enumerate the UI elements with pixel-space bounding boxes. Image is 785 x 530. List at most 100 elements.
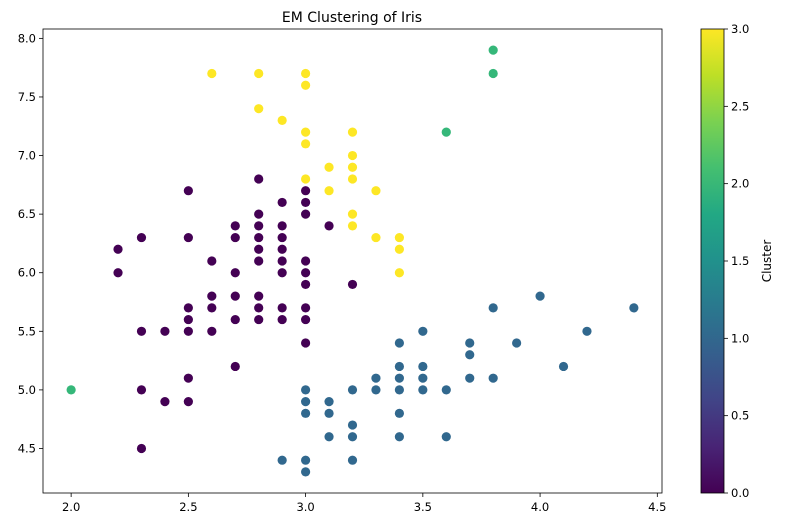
colorbar-label: Cluster xyxy=(760,240,774,283)
data-point-cluster-1 xyxy=(512,338,522,348)
data-point-cluster-3 xyxy=(394,244,404,254)
data-point-cluster-0 xyxy=(183,326,193,336)
data-point-cluster-0 xyxy=(230,232,240,243)
data-point-cluster-0 xyxy=(183,186,193,196)
data-point-cluster-0 xyxy=(254,291,264,301)
data-point-cluster-0 xyxy=(301,303,311,313)
data-point-cluster-1 xyxy=(394,361,404,372)
data-point-cluster-3 xyxy=(347,221,358,231)
data-point-cluster-0 xyxy=(301,338,311,348)
data-point-cluster-0 xyxy=(324,221,334,231)
y-tick-label: 5.0 xyxy=(18,383,36,397)
data-point-cluster-0 xyxy=(254,314,264,325)
data-point-cluster-0 xyxy=(160,326,170,336)
data-point-cluster-0 xyxy=(301,314,311,325)
data-point-cluster-0 xyxy=(277,314,287,325)
data-point-cluster-3 xyxy=(394,268,404,278)
data-point-cluster-1 xyxy=(535,291,545,301)
data-point-cluster-0 xyxy=(207,326,217,336)
x-tick-label: 2.0 xyxy=(62,500,80,514)
data-point-cluster-0 xyxy=(277,303,287,313)
data-point-cluster-3 xyxy=(371,186,381,196)
y-tick-label: 7.0 xyxy=(18,149,36,163)
data-point-cluster-1 xyxy=(394,385,404,395)
data-point-cluster-3 xyxy=(347,150,358,161)
data-point-cluster-3 xyxy=(254,104,264,114)
data-point-cluster-0 xyxy=(301,256,311,266)
data-point-cluster-0 xyxy=(301,197,311,208)
data-point-cluster-1 xyxy=(441,432,451,442)
data-point-cluster-0 xyxy=(113,244,123,254)
data-point-cluster-0 xyxy=(207,303,217,313)
data-point-cluster-0 xyxy=(277,256,287,266)
data-point-cluster-3 xyxy=(207,68,217,79)
y-tick-label: 6.5 xyxy=(18,207,36,221)
y-tick-label: 6.0 xyxy=(18,266,36,280)
data-point-cluster-3 xyxy=(347,162,358,172)
data-point-cluster-0 xyxy=(136,385,147,395)
data-point-cluster-1 xyxy=(394,432,404,442)
data-point-cluster-0 xyxy=(277,221,287,231)
data-point-cluster-0 xyxy=(136,326,147,336)
data-point-cluster-0 xyxy=(254,209,264,219)
data-point-cluster-3 xyxy=(394,232,404,243)
data-point-cluster-0 xyxy=(301,186,311,196)
data-point-cluster-0 xyxy=(254,256,264,266)
data-point-cluster-3 xyxy=(254,68,264,79)
data-point-cluster-1 xyxy=(301,408,311,418)
y-tick-label: 8.0 xyxy=(18,31,36,45)
x-tick-label: 3.0 xyxy=(296,500,314,514)
data-point-cluster-0 xyxy=(183,397,193,407)
y-tick-label: 7.5 xyxy=(18,90,36,104)
data-point-cluster-3 xyxy=(324,162,334,172)
x-tick-label: 2.5 xyxy=(179,500,197,514)
data-point-cluster-1 xyxy=(301,385,311,395)
colorbar-axis: 0.0 0.5 1.0 1.5 2.0 2.5 3.0 xyxy=(724,22,749,500)
data-point-cluster-1 xyxy=(418,326,428,336)
plot-area xyxy=(42,28,663,494)
data-point-cluster-2 xyxy=(488,45,498,55)
x-tick-label: 4.5 xyxy=(648,500,666,514)
data-point-cluster-0 xyxy=(301,279,311,290)
data-point-cluster-3 xyxy=(277,115,287,125)
data-point-cluster-3 xyxy=(371,232,381,243)
data-point-cluster-3 xyxy=(301,68,311,79)
data-point-cluster-0 xyxy=(277,244,287,254)
data-point-cluster-0 xyxy=(254,221,264,231)
data-point-cluster-1 xyxy=(394,338,404,348)
y-tick-label: 5.5 xyxy=(18,324,36,338)
chart-title: EM Clustering of Iris xyxy=(282,10,422,26)
data-point-cluster-0 xyxy=(277,232,287,243)
data-point-cluster-2 xyxy=(441,127,451,137)
y-axis: 4.5 5.0 5.5 6.0 6.5 7.0 7.5 8.0 xyxy=(18,31,43,455)
data-point-cluster-3 xyxy=(347,174,358,184)
data-point-cluster-0 xyxy=(277,197,287,208)
data-point-cluster-1 xyxy=(277,455,287,465)
data-point-cluster-1 xyxy=(488,373,498,383)
data-point-cluster-1 xyxy=(488,303,498,313)
data-point-cluster-0 xyxy=(230,268,240,278)
data-point-cluster-2 xyxy=(66,385,76,395)
data-point-cluster-0 xyxy=(230,221,240,231)
colorbar xyxy=(700,28,725,494)
data-point-cluster-1 xyxy=(441,385,451,395)
data-point-cluster-1 xyxy=(347,455,358,465)
data-point-cluster-0 xyxy=(230,314,240,325)
data-points xyxy=(66,45,639,477)
colorbar-tick-label: 2.5 xyxy=(731,99,749,113)
data-point-cluster-1 xyxy=(465,338,475,348)
data-point-cluster-0 xyxy=(160,397,170,407)
data-point-cluster-1 xyxy=(324,408,334,418)
data-point-cluster-0 xyxy=(207,256,217,266)
data-point-cluster-1 xyxy=(347,420,358,430)
data-point-cluster-1 xyxy=(324,397,334,407)
data-point-cluster-1 xyxy=(558,361,569,372)
data-point-cluster-1 xyxy=(394,408,404,418)
data-point-cluster-1 xyxy=(418,373,428,383)
data-point-cluster-1 xyxy=(629,303,639,313)
data-point-cluster-1 xyxy=(347,432,358,442)
data-point-cluster-1 xyxy=(418,385,428,395)
data-point-cluster-1 xyxy=(465,373,475,383)
data-point-cluster-1 xyxy=(301,467,311,477)
data-point-cluster-0 xyxy=(113,268,123,278)
